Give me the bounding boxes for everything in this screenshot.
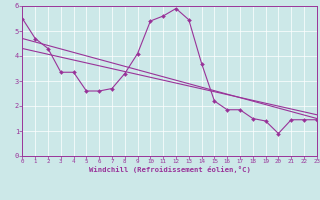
- X-axis label: Windchill (Refroidissement éolien,°C): Windchill (Refroidissement éolien,°C): [89, 166, 251, 173]
